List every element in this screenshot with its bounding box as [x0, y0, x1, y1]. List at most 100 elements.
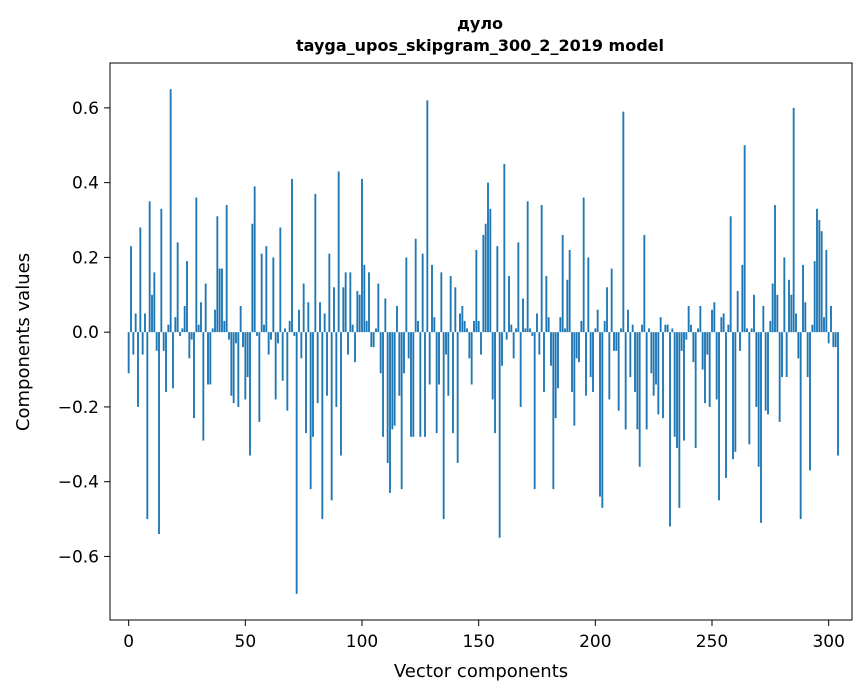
- y-tick-label: 0.0: [72, 323, 99, 343]
- bar: [169, 89, 172, 333]
- bar: [792, 107, 795, 333]
- bar: [774, 205, 776, 333]
- bar: [162, 332, 165, 351]
- bar: [634, 332, 636, 392]
- bar: [342, 287, 345, 333]
- bar: [683, 332, 685, 441]
- bar: [218, 268, 221, 333]
- bar: [622, 111, 625, 333]
- x-tick-label: 150: [462, 632, 494, 652]
- bar: [666, 324, 669, 333]
- bar: [417, 320, 419, 333]
- bar: [349, 272, 352, 333]
- bar: [172, 332, 174, 389]
- bar: [389, 332, 391, 493]
- bar: [309, 332, 312, 490]
- bar: [718, 332, 720, 501]
- bar: [305, 332, 307, 434]
- bar: [547, 317, 550, 333]
- bar: [239, 305, 242, 333]
- bar: [251, 223, 254, 333]
- bar: [382, 332, 384, 437]
- bar: [540, 205, 543, 333]
- bar: [489, 208, 492, 333]
- bar: [249, 332, 251, 456]
- bars-group: [127, 89, 839, 594]
- bar: [778, 332, 781, 422]
- bar: [729, 216, 732, 333]
- bar: [659, 317, 662, 333]
- bar: [561, 234, 564, 333]
- bar: [512, 332, 515, 359]
- bar: [312, 332, 314, 437]
- bar: [641, 324, 643, 333]
- bar: [379, 332, 382, 374]
- bar: [505, 332, 508, 340]
- bar: [701, 332, 704, 370]
- bar: [377, 283, 380, 333]
- bar: [356, 291, 359, 333]
- bar: [330, 332, 333, 501]
- bar: [358, 294, 361, 333]
- bar: [232, 332, 235, 404]
- bar: [764, 332, 767, 411]
- bar: [592, 332, 594, 392]
- bar: [599, 332, 601, 497]
- bar: [211, 328, 214, 333]
- bar: [433, 317, 436, 333]
- bar: [167, 324, 170, 333]
- bar: [811, 324, 814, 333]
- bar: [298, 309, 300, 333]
- bar: [503, 163, 506, 333]
- bar: [813, 261, 816, 333]
- bar: [676, 332, 678, 449]
- bar: [783, 257, 786, 333]
- bar: [202, 332, 205, 441]
- bar: [543, 332, 545, 392]
- bar: [834, 332, 837, 348]
- bar: [321, 332, 324, 520]
- bar: [645, 332, 648, 430]
- bar: [286, 332, 289, 411]
- bar: [246, 332, 249, 378]
- bar: [748, 332, 751, 445]
- bar: [797, 332, 800, 359]
- x-axis-label: Vector components: [394, 661, 568, 682]
- bar: [323, 313, 326, 333]
- bar: [314, 193, 317, 333]
- x-tick-label: 300: [812, 632, 844, 652]
- bar: [300, 332, 303, 359]
- y-axis: −0.6 −0.4 −0.2 0.0 0.2 0.4 0.6: [58, 99, 110, 567]
- bar: [685, 332, 688, 340]
- bar: [648, 328, 650, 333]
- bar: [337, 171, 340, 333]
- bar: [480, 332, 482, 355]
- bar: [265, 246, 268, 333]
- bar: [706, 332, 709, 355]
- bar: [627, 309, 629, 333]
- bar: [216, 216, 219, 333]
- chart-title: дуло: [457, 14, 503, 33]
- bar: [781, 332, 783, 378]
- bar: [524, 328, 527, 333]
- bar: [664, 324, 667, 333]
- bar: [760, 332, 762, 523]
- y-tick-label: 0.6: [72, 99, 99, 119]
- bar: [452, 332, 454, 434]
- bar: [657, 332, 660, 415]
- bar: [580, 320, 583, 333]
- bar: [200, 302, 202, 333]
- bar: [384, 298, 387, 333]
- bar: [454, 287, 457, 333]
- bar: [816, 208, 818, 333]
- bar: [662, 332, 664, 419]
- bar: [139, 227, 142, 333]
- bar: [795, 313, 797, 333]
- bar: [510, 324, 513, 333]
- bar: [370, 332, 373, 348]
- bar: [820, 231, 823, 333]
- bar: [146, 332, 149, 520]
- bar: [624, 332, 627, 430]
- bar: [221, 268, 223, 333]
- bar: [127, 332, 130, 374]
